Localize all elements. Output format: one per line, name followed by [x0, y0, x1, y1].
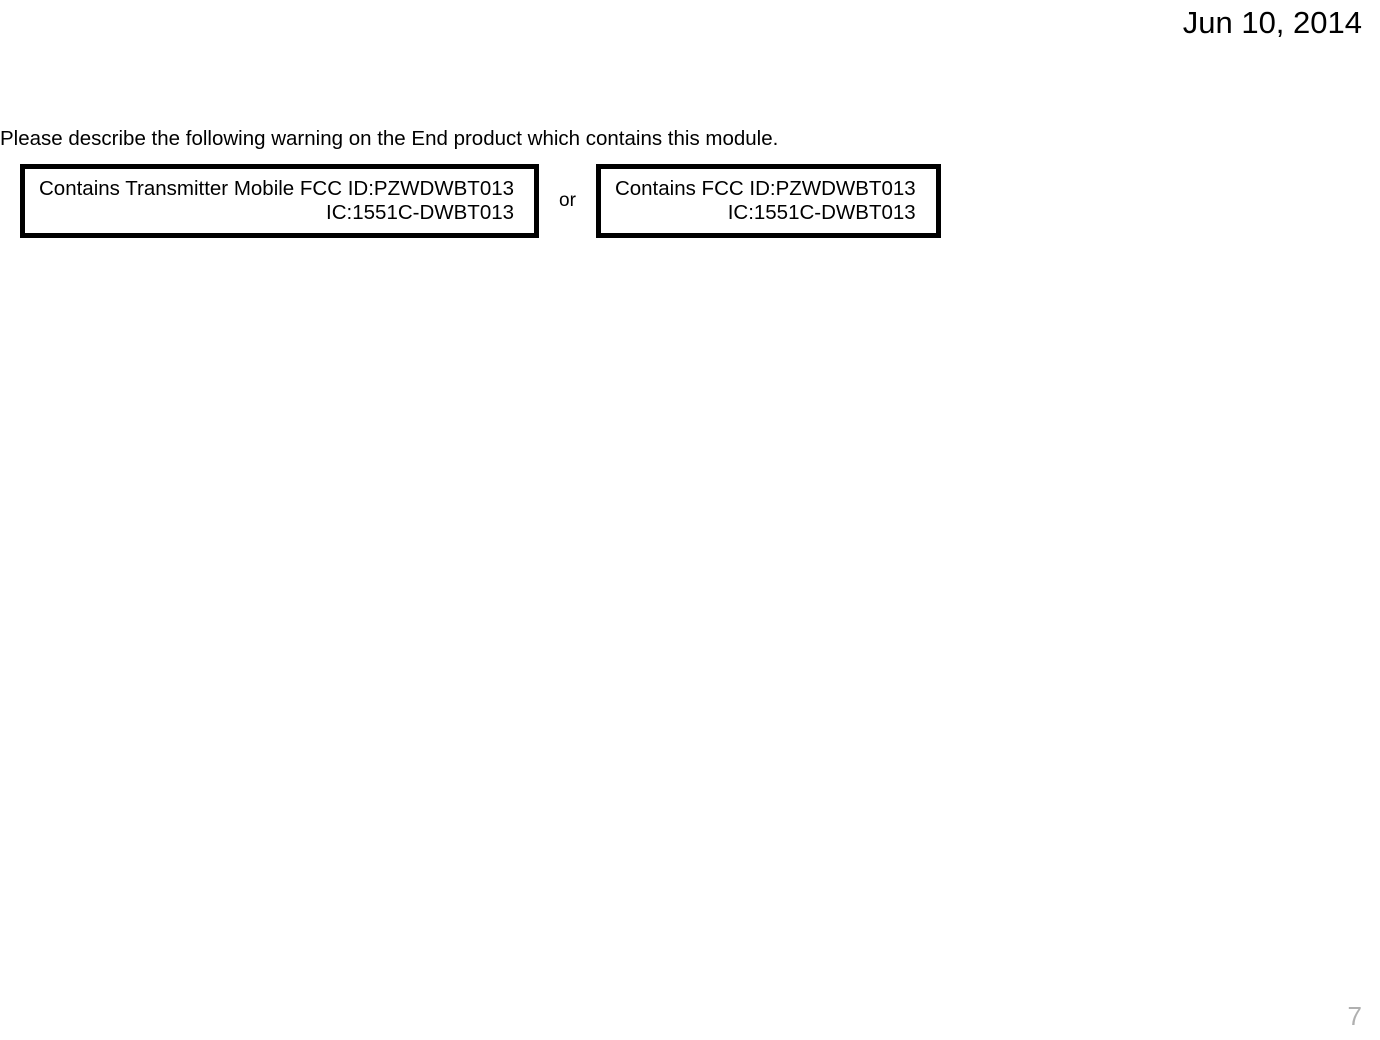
date-header: Jun 10, 2014 [1183, 5, 1362, 41]
box1-line1: Contains Transmitter Mobile FCC ID:PZWDW… [39, 177, 514, 201]
warning-box-1: Contains Transmitter Mobile FCC ID:PZWDW… [20, 164, 539, 238]
box2-line1: Contains FCC ID:PZWDWBT013 [615, 177, 916, 201]
box2-line2: IC:1551C-DWBT013 [615, 201, 916, 225]
page-number: 7 [1348, 1001, 1362, 1032]
instruction-text: Please describe the following warning on… [0, 127, 778, 151]
box1-line2: IC:1551C-DWBT013 [39, 201, 514, 225]
warning-box-2: Contains FCC ID:PZWDWBT013 IC:1551C-DWBT… [596, 164, 941, 238]
or-separator: or [559, 190, 576, 212]
warning-boxes-container: Contains Transmitter Mobile FCC ID:PZWDW… [20, 164, 941, 238]
